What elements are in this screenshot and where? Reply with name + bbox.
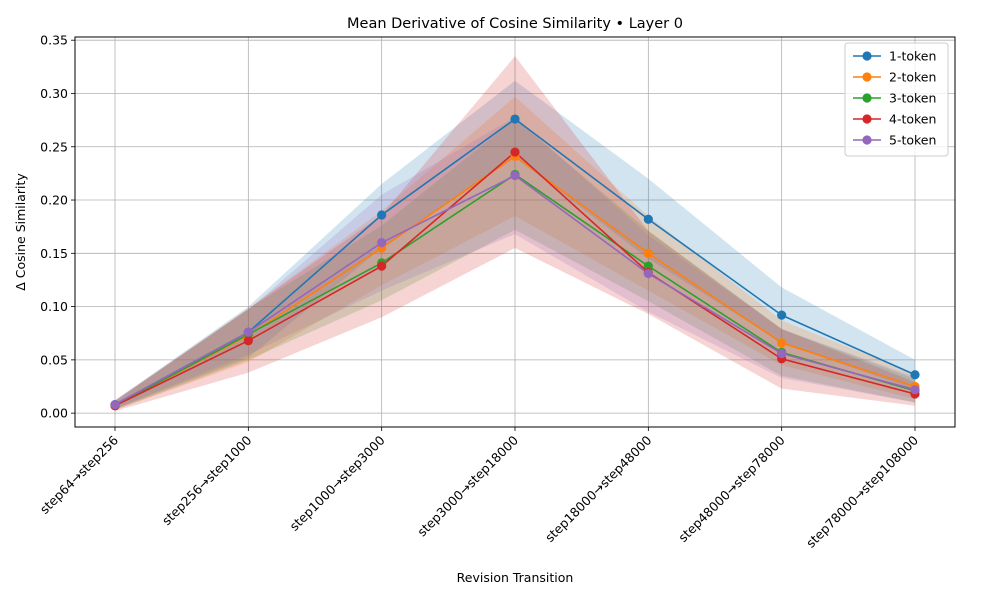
y-tick-label: 0.05 — [40, 352, 68, 367]
marker-5-token — [910, 385, 920, 395]
marker-5-token — [777, 348, 787, 359]
x-tick-label: step64→step256 — [37, 432, 121, 516]
marker-1-token — [910, 370, 920, 380]
marker-4-token — [377, 261, 387, 271]
legend-marker-2-token — [862, 72, 872, 82]
x-axis-label: Revision Transition — [457, 570, 574, 585]
marker-2-token — [643, 248, 653, 258]
x-tick-label: step3000→step18000 — [414, 432, 521, 539]
marker-2-token — [777, 338, 787, 348]
chart-title: Mean Derivative of Cosine Similarity • L… — [347, 16, 683, 32]
band-3-token — [115, 119, 915, 410]
legend-marker-5-token — [862, 135, 872, 145]
y-tick-label: 0.25 — [40, 139, 68, 154]
y-tick-label: 0.20 — [40, 193, 68, 208]
marker-4-token — [243, 336, 253, 346]
legend-marker-4-token — [862, 114, 872, 124]
marker-5-token — [243, 327, 253, 337]
y-axis: 0.00 0.05 0.10 0.15 0.20 0.25 0.30 0.35 — [40, 33, 75, 421]
marker-1-token — [510, 114, 520, 124]
band-1-token — [115, 80, 915, 409]
legend-box — [844, 42, 949, 157]
marker-5-token — [377, 238, 387, 248]
x-tick-label: step256→step1000 — [159, 432, 255, 528]
x-tick-label: step1000→step3000 — [287, 432, 388, 533]
legend-label-5-token: 5-token — [889, 133, 936, 148]
marker-1-token — [777, 310, 787, 320]
band-5-token — [115, 116, 915, 409]
legend-marker-3-token — [862, 93, 872, 103]
series-markers — [110, 114, 920, 411]
marker-1-token — [643, 214, 653, 224]
marker-5-token — [110, 400, 120, 410]
legend: 1-token 2-token 3-token 4-token 5-token — [844, 42, 949, 157]
y-tick-label: 0.30 — [40, 86, 68, 101]
x-tick-label: step78000→step108000 — [803, 432, 921, 550]
confidence-bands — [115, 56, 915, 412]
legend-label-4-token: 4-token — [889, 112, 936, 127]
legend-label-2-token: 2-token — [889, 70, 936, 85]
band-4-token — [115, 56, 915, 412]
x-tick-label: step48000→step78000 — [675, 432, 788, 545]
y-axis-label: Δ Cosine Similarity — [13, 173, 28, 291]
marker-5-token — [510, 170, 520, 181]
x-tick-label: step18000→step48000 — [542, 432, 655, 545]
x-axis: step64→step256 step256→step1000 step1000→s… — [37, 427, 921, 551]
marker-3-token — [643, 261, 653, 271]
marker-1-token — [377, 210, 387, 220]
y-tick-label: 0.15 — [40, 246, 68, 261]
legend-marker-1-token — [862, 51, 872, 61]
y-tick-label: 0.10 — [40, 299, 68, 314]
y-tick-label: 0.35 — [40, 33, 68, 48]
marker-4-token — [510, 147, 520, 157]
legend-label-1-token: 1-token — [889, 49, 936, 64]
legend-label-3-token: 3-token — [889, 91, 936, 106]
y-tick-label: 0.00 — [40, 406, 68, 421]
marker-5-token — [643, 268, 653, 279]
